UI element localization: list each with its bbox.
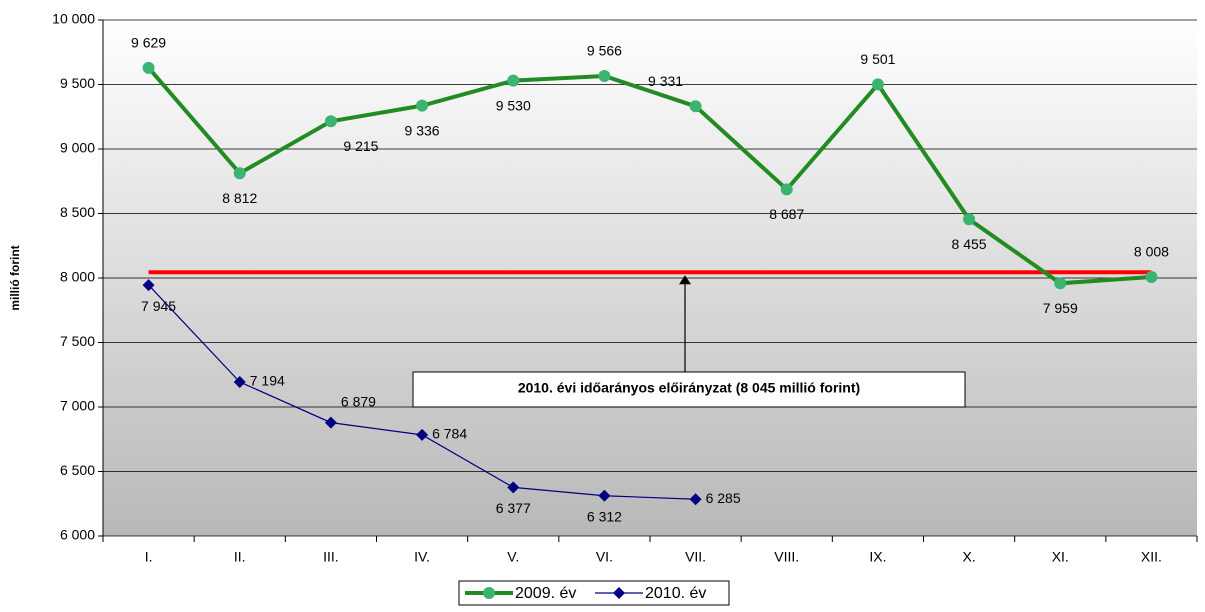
point (142, 61, 155, 74)
point (598, 489, 611, 502)
annotation: 2010. évi időarányos előirányzat (8 045 … (518, 380, 860, 396)
y-axis-label: millió forint (8, 245, 22, 310)
y-tick-label: 9 500 (60, 75, 95, 91)
point (963, 213, 976, 226)
point (324, 416, 337, 429)
data-label: 6 377 (496, 500, 531, 516)
legend-label: 2010. év (645, 585, 706, 602)
point (324, 115, 337, 128)
x-tick-label: IV. (414, 549, 430, 565)
series-line (147, 66, 1152, 286)
point (1145, 270, 1158, 283)
point (689, 493, 702, 506)
data-label: 6 879 (341, 393, 376, 409)
y-tick-label: 9 000 (60, 140, 95, 156)
data-label: 6 285 (706, 490, 741, 506)
data-label: 9 336 (405, 122, 440, 138)
data-label: 8 687 (769, 206, 804, 222)
x-tick-label: IX. (869, 549, 886, 565)
data-label: 9 501 (860, 51, 895, 67)
point (507, 74, 520, 87)
legend-marker (613, 587, 625, 599)
data-label: 8 812 (222, 190, 257, 206)
x-tick-label: II. (234, 549, 246, 565)
y-tick-label: 7 000 (60, 398, 95, 414)
point (233, 167, 246, 180)
x-tick-label: X. (962, 549, 975, 565)
y-tick-label: 7 500 (60, 333, 95, 349)
point (142, 279, 155, 292)
data-label: 8 008 (1134, 244, 1169, 260)
legend-label: 2009. év (515, 585, 576, 602)
y-tick-label: 6 500 (60, 462, 95, 478)
data-label: 9 530 (496, 97, 531, 113)
y-tick-label: 6 000 (60, 527, 95, 543)
data-label: 7 194 (250, 373, 285, 389)
point (416, 99, 429, 112)
data-label: 9 566 (587, 43, 622, 59)
x-tick-label: XII. (1141, 549, 1162, 565)
x-tick-label: I. (145, 549, 153, 565)
x-tick-label: VIII. (774, 549, 799, 565)
x-tick-label: V. (507, 549, 519, 565)
data-label: 9 215 (343, 138, 378, 154)
data-label: 8 455 (952, 236, 987, 252)
data-label: 6 312 (587, 508, 622, 524)
x-tick-label: III. (323, 549, 339, 565)
data-label: 7 959 (1043, 300, 1078, 316)
legend-marker (483, 587, 495, 599)
point (1054, 277, 1067, 290)
data-label: 9 629 (131, 35, 166, 51)
x-tick-label: VII. (685, 549, 706, 565)
point (416, 428, 429, 441)
point (507, 481, 520, 494)
y-tick-label: 8 000 (60, 269, 95, 285)
point (871, 78, 884, 91)
y-tick-label: 8 500 (60, 204, 95, 220)
point (233, 375, 246, 388)
y-tick-label: 10 000 (52, 11, 95, 27)
arrow-head (679, 275, 691, 285)
data-label: 6 784 (432, 426, 467, 442)
data-label: 9 331 (648, 73, 683, 89)
annotation-box (412, 371, 966, 408)
x-tick-label: XI. (1052, 549, 1069, 565)
data-label: 7 945 (141, 298, 176, 314)
point (780, 183, 793, 196)
point (598, 69, 611, 82)
x-tick-label: VI. (596, 549, 613, 565)
point (689, 100, 702, 113)
